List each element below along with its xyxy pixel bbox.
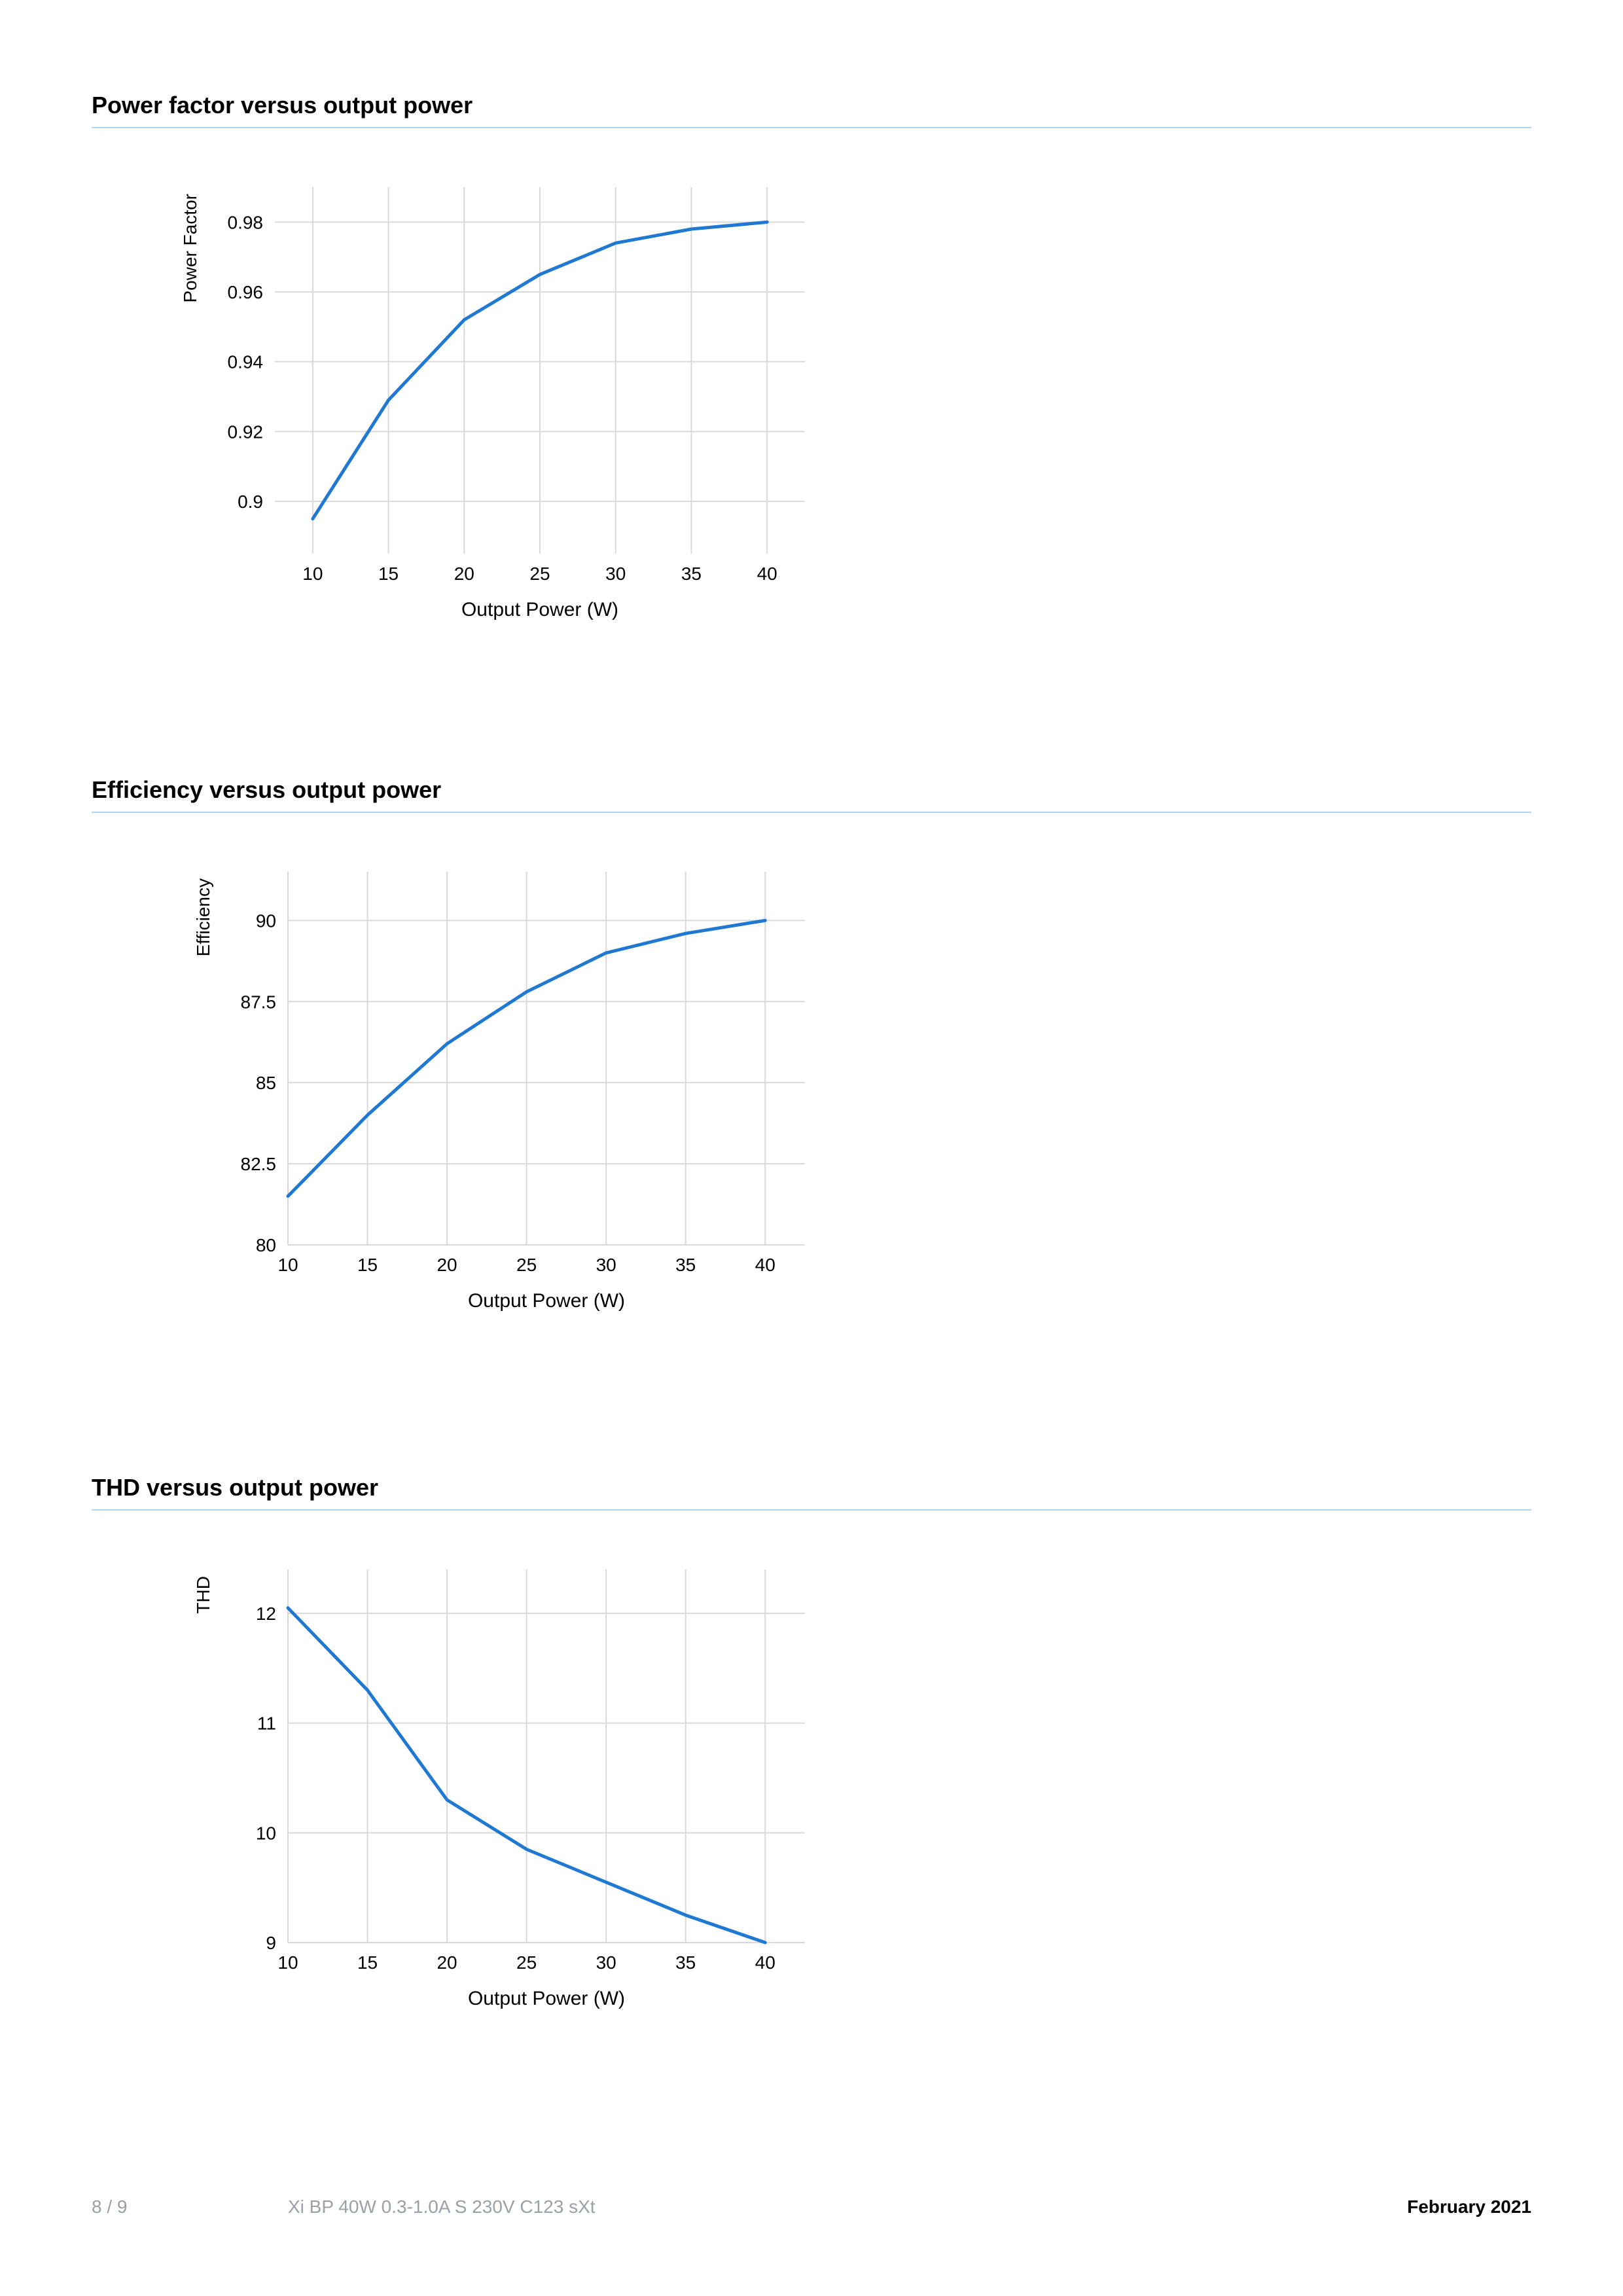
page-footer: 8 / 9 Xi BP 40W 0.3-1.0A S 230V C123 sXt…	[92, 2197, 1531, 2217]
svg-text:35: 35	[675, 1255, 696, 1275]
svg-text:20: 20	[437, 1952, 457, 1973]
section-thd: THD versus output power 9101112101520253…	[92, 1474, 1531, 2041]
svg-text:15: 15	[378, 564, 399, 584]
svg-text:25: 25	[529, 564, 550, 584]
svg-text:9: 9	[266, 1933, 276, 1953]
svg-text:0.92: 0.92	[228, 422, 264, 442]
svg-text:0.94: 0.94	[228, 352, 264, 372]
svg-text:10: 10	[277, 1255, 298, 1275]
svg-text:15: 15	[357, 1952, 378, 1973]
footer-date: February 2021	[1270, 2197, 1531, 2217]
chart-eff-svg: 80 82.5 85 87.5 90 10 15 20 25 30 35 40 Output Power…	[164, 859, 844, 1343]
svg-text:82.5: 82.5	[241, 1154, 277, 1174]
section-efficiency: Efficiency versus output power 8082.5858…	[92, 776, 1531, 1343]
chart-thd-svg: 910111210152025303540Output Power (W)THD	[164, 1556, 844, 2041]
section-title-pf: Power factor versus output power	[92, 92, 1531, 128]
svg-text:12: 12	[256, 1604, 276, 1624]
svg-text:Efficiency: Efficiency	[193, 878, 213, 956]
svg-text:0.9: 0.9	[238, 492, 263, 512]
svg-text:30: 30	[596, 1952, 616, 1973]
svg-text:20: 20	[454, 564, 474, 584]
svg-text:20: 20	[437, 1255, 457, 1275]
svg-text:25: 25	[516, 1952, 537, 1973]
svg-text:11: 11	[257, 1713, 276, 1734]
chart-thd: 910111210152025303540Output Power (W)THD	[164, 1556, 1531, 2041]
chart-pf: 0.9 0.92 0.94 0.96 0.98 10 15 20 25 30 35 40 Output …	[164, 174, 1531, 645]
svg-text:0.96: 0.96	[228, 282, 264, 302]
svg-text:30: 30	[605, 564, 626, 584]
svg-text:35: 35	[681, 564, 702, 584]
svg-text:90: 90	[256, 910, 276, 931]
svg-text:30: 30	[596, 1255, 616, 1275]
svg-text:THD: THD	[193, 1576, 213, 1614]
svg-text:0.98: 0.98	[228, 212, 264, 232]
svg-text:87.5: 87.5	[241, 992, 277, 1012]
svg-text:40: 40	[755, 1255, 776, 1275]
svg-text:10: 10	[302, 564, 323, 584]
svg-text:35: 35	[675, 1952, 696, 1973]
svg-text:40: 40	[757, 564, 777, 584]
page: Power factor versus output power 0.9 0.92…	[0, 0, 1623, 2296]
section-title-eff: Efficiency versus output power	[92, 776, 1531, 813]
section-power-factor: Power factor versus output power 0.9 0.92…	[92, 92, 1531, 645]
svg-text:25: 25	[516, 1255, 537, 1275]
chart-pf-svg: 0.9 0.92 0.94 0.96 0.98 10 15 20 25 30 35 40 Output …	[164, 174, 844, 645]
svg-text:85: 85	[256, 1073, 276, 1093]
svg-text:Output Power (W): Output Power (W)	[468, 1290, 625, 1312]
footer-product: Xi BP 40W 0.3-1.0A S 230V C123 sXt	[288, 2197, 1270, 2217]
svg-text:40: 40	[755, 1952, 776, 1973]
section-title-thd: THD versus output power	[92, 1474, 1531, 1511]
svg-text:Output Power (W): Output Power (W)	[468, 1988, 625, 2009]
svg-text:80: 80	[256, 1235, 276, 1255]
svg-text:10: 10	[277, 1952, 298, 1973]
footer-page-number: 8 / 9	[92, 2197, 288, 2217]
svg-text:Output Power (W): Output Power (W)	[461, 599, 618, 620]
chart-eff: 80 82.5 85 87.5 90 10 15 20 25 30 35 40 Output Power…	[164, 859, 1531, 1343]
svg-text:10: 10	[256, 1823, 276, 1843]
svg-text:Power Factor: Power Factor	[180, 194, 200, 303]
svg-text:15: 15	[357, 1255, 378, 1275]
